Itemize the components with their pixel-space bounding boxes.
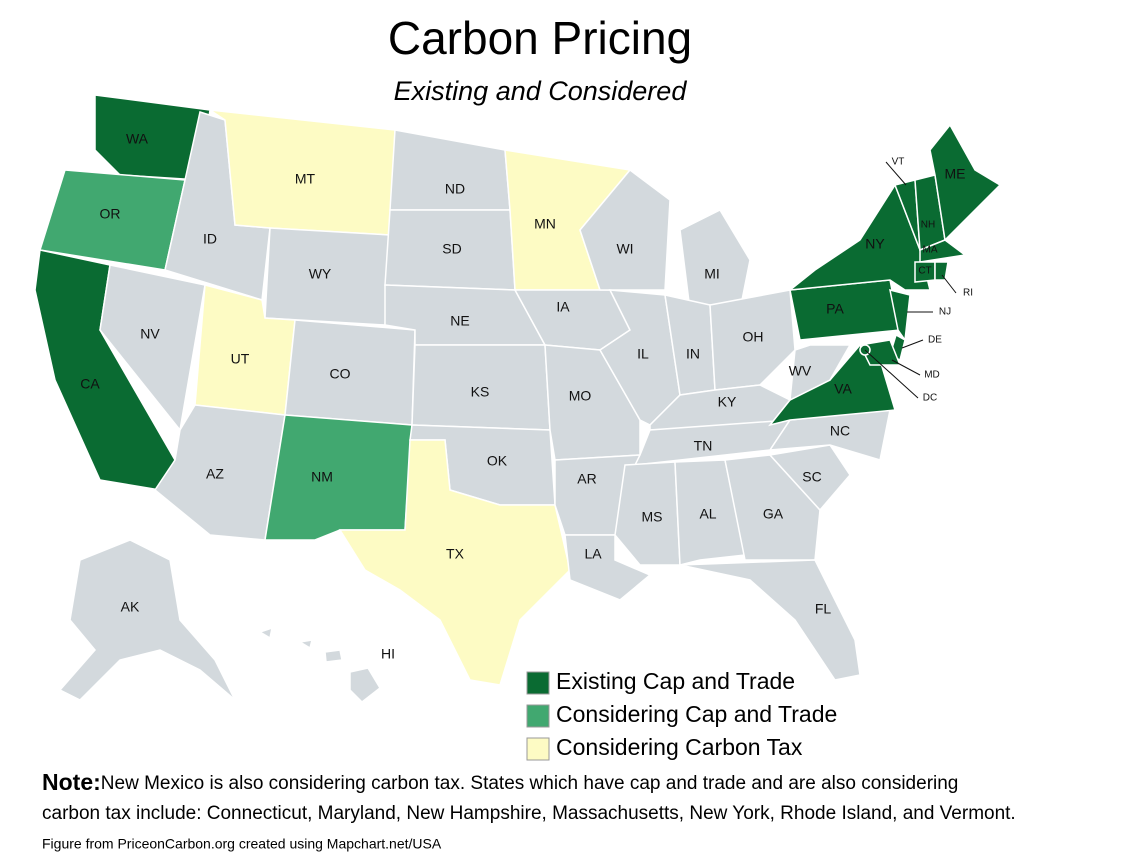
leader-line [901,339,924,349]
state-shape [929,123,1002,242]
state-label: DE [928,335,942,346]
state-shape [679,559,861,681]
legend-label: Considering Carbon Tax [556,734,803,760]
state-label: KY [718,394,737,410]
state-label: TN [694,438,713,454]
state-label: KS [471,384,490,400]
state-label: DC [923,393,937,404]
state-label: MN [534,216,556,232]
state-label: NH [921,220,935,231]
state-shape [338,439,571,686]
state-shape [324,649,343,663]
note-line: carbon tax include: Connecticut, Marylan… [42,803,1016,824]
state-shape [858,339,902,366]
state-label: NJ [939,307,951,318]
title: Carbon Pricing [388,12,692,64]
state-label: CT [918,266,931,277]
state-label: RI [963,288,973,299]
state-label: VT [892,157,905,168]
state-label: OR [100,206,121,222]
state-label: MD [924,370,940,381]
state-shape [768,409,891,461]
leader-line [885,161,907,186]
subtitle: Existing and Considered [394,76,688,106]
state-label: SC [802,469,821,485]
state-label: AZ [206,466,224,482]
state-label: ND [445,181,465,197]
state-label: NE [450,313,469,329]
state-label: NC [830,423,850,439]
state-label: MO [569,388,592,404]
state-label: TX [446,546,465,562]
legend-label: Considering Cap and Trade [556,701,837,727]
leader-line [891,359,921,376]
legend-swatch [526,737,550,761]
state-label: MT [295,171,316,187]
state-label: WY [309,266,332,282]
state-label: IA [556,299,570,315]
state-label: IN [686,346,700,362]
state-label: OH [743,329,764,345]
state-label: HI [381,646,395,662]
state-label: SD [442,241,461,257]
state-label: NV [140,326,160,342]
state-label: IL [637,346,649,362]
state-label: VA [834,381,852,397]
state-shape [349,667,381,703]
state-shape [709,289,796,391]
state-label: NM [311,469,333,485]
state-label: WV [789,363,812,379]
state-shape [389,129,511,211]
state-label: AK [121,599,140,615]
state-label: CO [330,366,351,382]
state-shape [919,239,967,263]
state-label: PA [826,301,844,317]
state-label: ME [945,166,966,182]
state-label: OK [487,453,508,469]
state-shape [614,461,681,566]
state-label: CA [80,376,100,392]
state-label: AL [699,506,716,522]
state-shape [934,261,949,281]
state-shape [724,454,821,561]
state-shape [679,209,751,311]
state-label: UT [231,351,250,367]
state-label: ID [203,231,217,247]
state-shape [674,459,746,566]
state-label: FL [815,601,832,617]
legend-label: Existing Cap and Trade [556,668,795,694]
state-shape [789,344,852,402]
state-shape [768,444,851,512]
state-label: GA [763,506,784,522]
state-label: MA [923,245,938,256]
state-label: WA [126,131,149,147]
us-map: WA OR CA NV ID MT WY UT CO AZ NM ND SD NE KS OK TX MN IA MO… [34,94,1002,703]
state-label: WI [616,241,633,257]
source: Figure from PriceonCarbon.org created us… [42,836,442,852]
state-shape [258,626,273,640]
state-label: MS [642,509,663,525]
leader-line [864,349,919,399]
legend: Existing Cap and Trade Considering Cap an… [526,668,837,761]
state-label: LA [584,546,602,562]
state-label: AR [577,471,596,487]
legend-swatch [526,671,550,695]
note: Note:New Mexico is also considering carb… [42,769,958,795]
note-line: New Mexico is also considering carbon ta… [101,773,959,794]
state-label: MI [704,266,720,282]
note-heading: Note: [42,769,101,795]
state-label: NY [865,236,885,252]
state-shape [579,168,671,291]
state-shape [297,639,314,650]
legend-swatch [526,704,550,728]
state-shape [58,539,236,701]
leader-line [941,274,957,294]
state-shape [264,414,413,541]
